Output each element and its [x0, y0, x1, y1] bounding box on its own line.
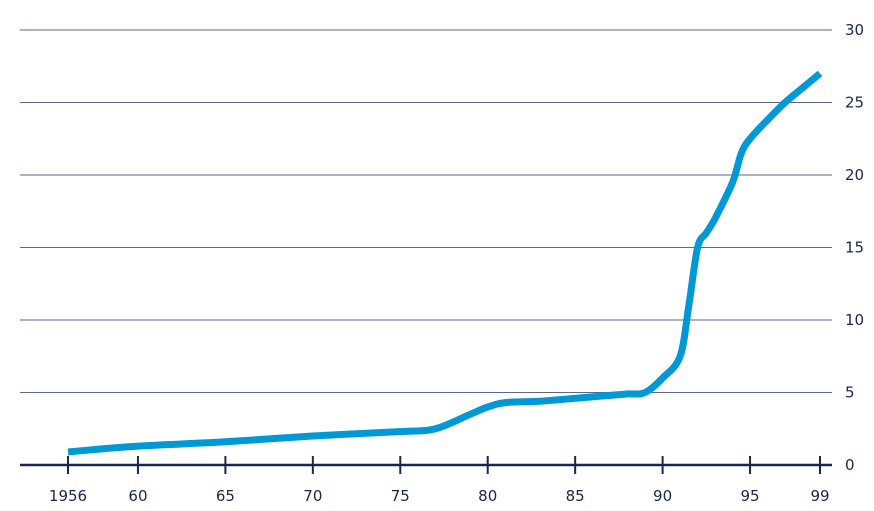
- y-tick-label-10: 10: [845, 311, 864, 329]
- x-tick-label-99: 99: [810, 487, 829, 505]
- x-tick-label-65: 65: [216, 487, 235, 505]
- x-tick-label-70: 70: [303, 487, 322, 505]
- x-tick-label-80: 80: [478, 487, 497, 505]
- x-tick-label-60: 60: [128, 487, 147, 505]
- y-tick-label-0: 0: [845, 456, 855, 474]
- y-tick-label-25: 25: [845, 94, 864, 112]
- series-group: [67, 70, 823, 456]
- y-tick-label-5: 5: [845, 384, 855, 402]
- x-tick-label-85: 85: [566, 487, 585, 505]
- y-tick-label-15: 15: [845, 239, 864, 257]
- x-tick-label-1956: 1956: [49, 487, 87, 505]
- y-axis-ticks: 0 5 10 15 20 25 30: [845, 21, 864, 474]
- x-tick-label-90: 90: [653, 487, 672, 505]
- y-tick-label-20: 20: [845, 166, 864, 184]
- x-tick-label-75: 75: [391, 487, 410, 505]
- gridlines: [20, 29, 832, 393]
- y-tick-label-30: 30: [845, 21, 864, 39]
- series-line-0: [67, 70, 823, 456]
- x-axis: 1956 60 65 70 75 80 85 90 95 99: [20, 456, 832, 505]
- x-tick-label-95: 95: [740, 487, 759, 505]
